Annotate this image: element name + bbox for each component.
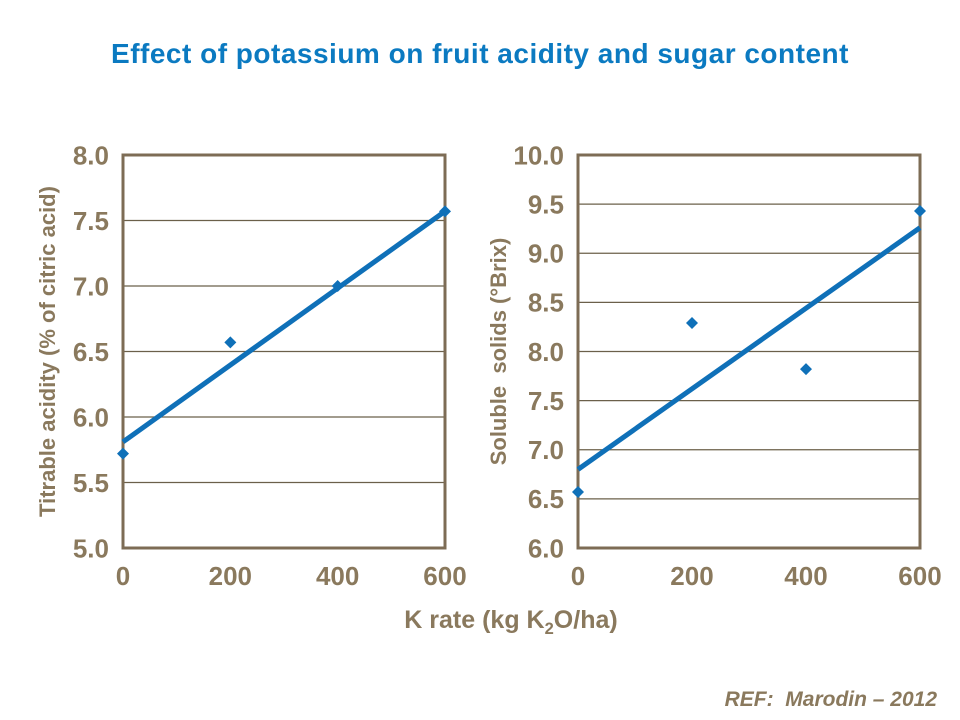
data-point-marker: [439, 205, 451, 218]
y-axis-title: Titrable acidity (% of citric acid): [35, 186, 60, 517]
data-point-marker: [117, 447, 129, 460]
y-tick-label: 9.5: [528, 189, 564, 219]
y-tick-label: 7.5: [528, 386, 564, 416]
y-tick-label: 6.0: [528, 533, 564, 563]
chart-titrable-acidity: 8.0 7.5 7.0 6.5 6.0 5.5 5.00 200 400 600 Titrable …: [35, 140, 467, 591]
x-tick-label: 200: [670, 561, 713, 591]
y-tick-label: 8.5: [528, 288, 564, 318]
x-axis-label-post: O/ha): [553, 606, 618, 634]
y-tick-label: 7.5: [73, 206, 109, 236]
y-tick-label: 6.5: [73, 337, 109, 367]
y-tick-label: 10.0: [513, 140, 564, 170]
y-axis-title: Soluble solids (°Brix): [486, 238, 511, 466]
y-tick-label: 8.0: [528, 337, 564, 367]
x-axis-label: K rate (kg K2O/ha): [404, 606, 617, 639]
x-axis-label-subscript: 2: [544, 620, 554, 638]
x-axis-label-pre: K rate (kg K: [404, 606, 545, 634]
data-point-marker: [572, 485, 584, 498]
x-tick-label: 400: [784, 561, 827, 591]
trend-line: [121, 209, 447, 444]
x-tick-label: 0: [116, 561, 130, 591]
x-tick-label: 600: [898, 561, 941, 591]
data-point-marker: [800, 363, 812, 376]
y-tick-label: 7.0: [528, 435, 564, 465]
plot-frame: [121, 153, 447, 550]
chart-soluble-solids: 10.0 9.5 9.0 8.5 8.0 7.5 7.0 6.5 6.00 200 400 600 So…: [486, 140, 942, 591]
y-tick-label: 6.5: [528, 484, 564, 514]
trend-line: [576, 225, 922, 472]
page-title: Effect of potassium on fruit acidity and…: [111, 38, 849, 69]
y-tick-label: 9.0: [528, 239, 564, 269]
reference-text: REF: Marodin – 2012: [724, 688, 937, 711]
x-tick-label: 600: [423, 561, 466, 591]
x-tick-label: 0: [571, 561, 585, 591]
data-point-marker: [224, 336, 237, 349]
y-tick-label: 7.0: [73, 271, 109, 301]
plot-frame: [576, 153, 922, 550]
x-tick-label: 400: [316, 561, 359, 591]
y-tick-label: 8.0: [73, 140, 109, 170]
y-tick-label: 5.0: [73, 533, 109, 563]
data-point-marker: [686, 317, 698, 330]
y-tick-label: 6.0: [73, 402, 109, 432]
data-point-marker: [914, 205, 926, 218]
data-point-marker: [331, 280, 344, 292]
y-tick-label: 5.5: [73, 468, 109, 498]
x-tick-label: 200: [209, 561, 252, 591]
